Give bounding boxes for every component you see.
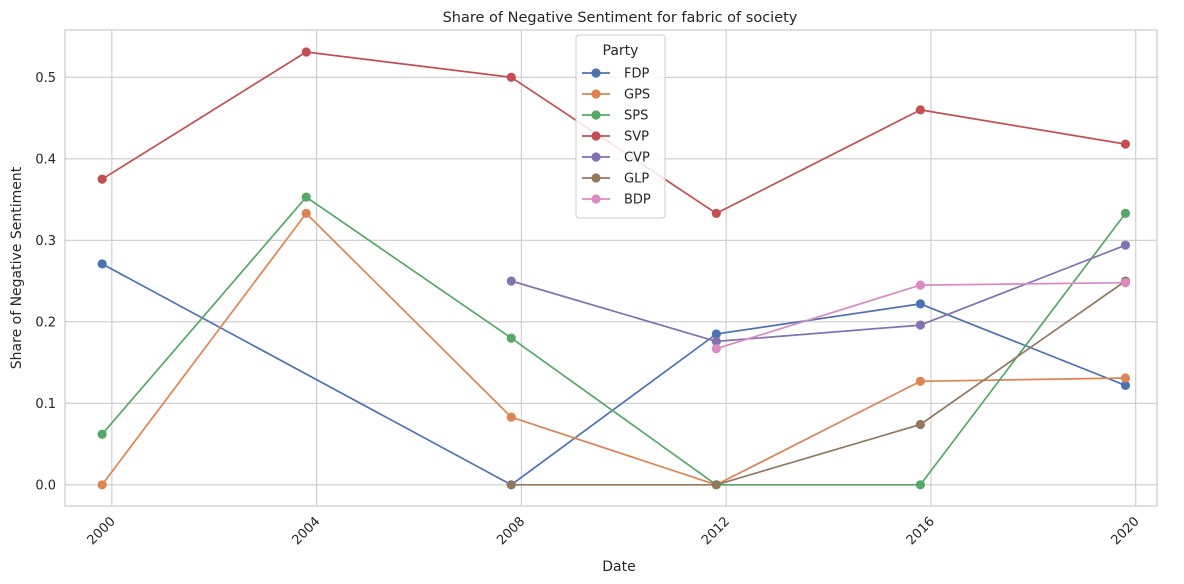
data-point xyxy=(711,208,721,218)
series-gps xyxy=(97,208,1131,490)
legend-label: GPS xyxy=(624,88,650,103)
y-axis-label: Share of Negative Sentiment xyxy=(9,166,25,369)
legend-marker xyxy=(591,68,601,78)
data-point xyxy=(301,208,311,218)
legend-item-fdp[interactable]: FDP xyxy=(582,67,649,82)
y-tick-label: 0.0 xyxy=(35,478,56,493)
data-point xyxy=(97,480,107,490)
data-point xyxy=(915,419,926,430)
legend-item-glp[interactable]: GLP xyxy=(582,172,649,187)
legend-item-gps[interactable]: GPS xyxy=(582,88,650,103)
legend-box xyxy=(575,34,666,219)
legend-label: FDP xyxy=(624,67,649,82)
series-bdp xyxy=(711,278,1131,354)
legend-label: SPS xyxy=(624,109,648,124)
y-tick-label: 0.2 xyxy=(35,315,56,330)
series-line xyxy=(511,244,1126,343)
data-point xyxy=(1120,139,1131,149)
legend-item-cvp[interactable]: CVP xyxy=(582,151,650,166)
y-tick-label: 0.3 xyxy=(35,234,56,249)
legend-marker xyxy=(591,152,601,162)
series-line xyxy=(101,212,1126,486)
data-point xyxy=(301,47,311,57)
data-point xyxy=(1120,240,1131,250)
series-line xyxy=(716,281,1126,350)
legend-marker xyxy=(591,89,601,99)
data-point xyxy=(97,429,107,439)
data-point xyxy=(915,320,926,330)
data-point xyxy=(711,344,721,354)
data-point xyxy=(711,336,721,346)
data-point xyxy=(915,376,926,386)
legend-marker xyxy=(591,131,601,141)
data-point xyxy=(711,329,721,339)
y-tick-label: 0.1 xyxy=(35,397,56,412)
legend-item-svp[interactable]: SVP xyxy=(582,130,649,145)
data-point xyxy=(1120,373,1131,383)
y-axis-ticks: 0.0 0.1 0.2 0.3 0.4 0.5 xyxy=(35,71,56,494)
legend-item-bdp[interactable]: BDP xyxy=(582,193,651,208)
data-point xyxy=(506,333,516,343)
x-tick-label: 2004 xyxy=(289,514,323,548)
plot-frame xyxy=(64,29,1158,507)
x-tick-label: 2020 xyxy=(1109,514,1143,548)
data-point xyxy=(97,174,107,184)
y-tick-label: 0.4 xyxy=(35,152,56,167)
chart-title: Share of Negative Sentiment for fabric o… xyxy=(443,10,798,26)
legend-label: BDP xyxy=(624,193,651,208)
series-fdp xyxy=(97,259,1131,490)
data-point xyxy=(915,280,926,290)
data-point xyxy=(915,299,926,309)
legend-marker xyxy=(591,173,601,183)
data-point xyxy=(506,480,516,490)
legend-title: Party xyxy=(603,43,639,59)
legend-item-sps[interactable]: SPS xyxy=(582,109,648,124)
data-point xyxy=(1120,278,1131,288)
data-point xyxy=(97,259,107,269)
series-sps xyxy=(97,192,1131,490)
data-point xyxy=(915,105,926,115)
x-axis-label: Date xyxy=(602,559,635,575)
series-line xyxy=(511,280,1126,486)
series-cvp xyxy=(506,240,1131,346)
data-point xyxy=(915,480,926,490)
x-tick-label: 2008 xyxy=(494,514,528,548)
data-point xyxy=(711,480,721,490)
series-glp xyxy=(506,276,1131,490)
legend-marker xyxy=(591,110,601,120)
data-point xyxy=(506,276,516,286)
data-point xyxy=(301,192,311,202)
x-tick-label: 2012 xyxy=(699,514,733,548)
x-tick-label: 2016 xyxy=(904,514,938,548)
data-point xyxy=(1120,208,1131,218)
legend-label: SVP xyxy=(624,130,649,145)
x-tick-label: 2000 xyxy=(85,514,119,548)
x-axis-ticks: 2000 2004 2008 2012 2016 2020 xyxy=(85,514,1143,548)
data-point xyxy=(1120,380,1131,390)
data-point xyxy=(506,412,516,422)
legend[interactable]: Party FDP GPS SPS SVP CVP GLP BDP xyxy=(575,34,666,219)
legend-label: GLP xyxy=(624,172,649,187)
y-tick-label: 0.5 xyxy=(35,71,56,86)
legend-marker xyxy=(591,194,601,204)
legend-label: CVP xyxy=(624,151,650,166)
data-point xyxy=(506,72,516,82)
series-line xyxy=(101,196,1127,486)
